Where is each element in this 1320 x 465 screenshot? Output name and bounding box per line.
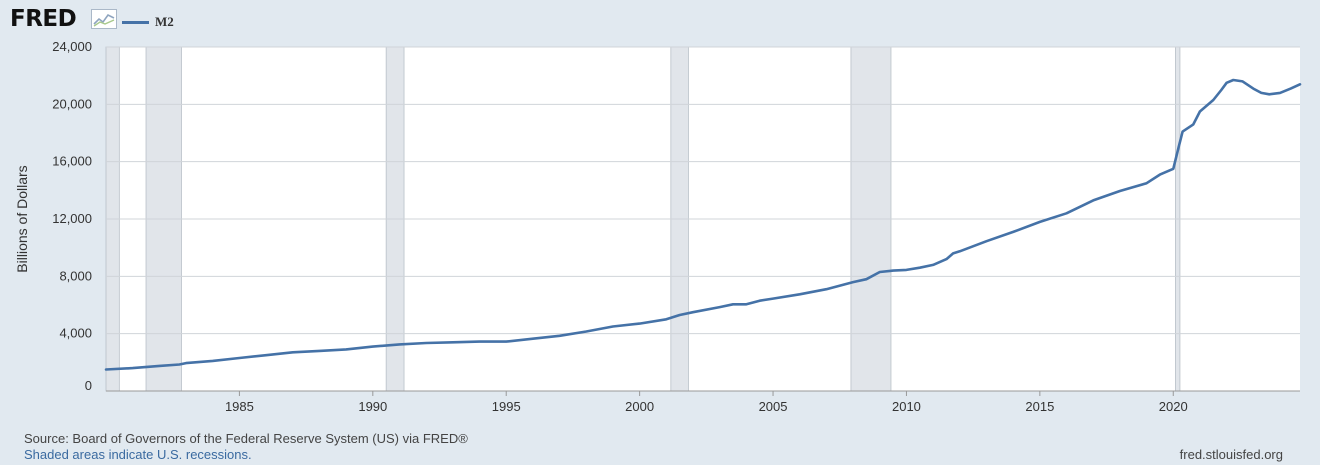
x-tick-label: 2020 xyxy=(1159,399,1188,414)
x-tick-label: 2015 xyxy=(1025,399,1054,414)
recessions-note[interactable]: Shaded areas indicate U.S. recessions. xyxy=(24,447,252,462)
y-tick-label: 12,000 xyxy=(52,211,92,226)
chart-legend: M2 xyxy=(122,12,174,32)
y-tick-label: 24,000 xyxy=(52,39,92,54)
x-axis-ticks: 1985 1990 1995 2000 2005 2010 2015 2020 xyxy=(106,390,1300,414)
series-lines xyxy=(104,78,1302,371)
x-tick-label: 1985 xyxy=(225,399,254,414)
y-tick-label: 0 xyxy=(85,378,92,393)
fred-url[interactable]: fred.stlouisfed.org xyxy=(1179,447,1283,462)
y-tick-label: 8,000 xyxy=(59,268,92,283)
series-line-m2 xyxy=(104,78,1302,371)
fred-logo: FRED xyxy=(10,6,77,32)
y-tick-label: 4,000 xyxy=(59,326,92,341)
y-tick-label: 20,000 xyxy=(52,96,92,111)
legend-swatch-m2 xyxy=(122,20,149,24)
gridlines xyxy=(106,46,1300,335)
y-axis-ticks: 0 4,000 8,000 12,000 16,000 20,000 24,000 xyxy=(52,39,92,393)
legend-label-m2: M2 xyxy=(155,14,174,29)
line-chart: 0 4,000 8,000 12,000 16,000 20,000 24,000 1985… xyxy=(14,39,1302,414)
trend-chart-icon xyxy=(91,9,117,29)
source-note: Source: Board of Governors of the Federa… xyxy=(24,431,468,446)
x-tick-label: 1995 xyxy=(492,399,521,414)
y-tick-label: 16,000 xyxy=(52,154,92,169)
x-tick-label: 1990 xyxy=(358,399,387,414)
x-tick-label: 2010 xyxy=(892,399,921,414)
x-tick-label: 2005 xyxy=(759,399,788,414)
x-tick-label: 2000 xyxy=(625,399,654,414)
y-axis-label: Billions of Dollars xyxy=(14,165,30,272)
